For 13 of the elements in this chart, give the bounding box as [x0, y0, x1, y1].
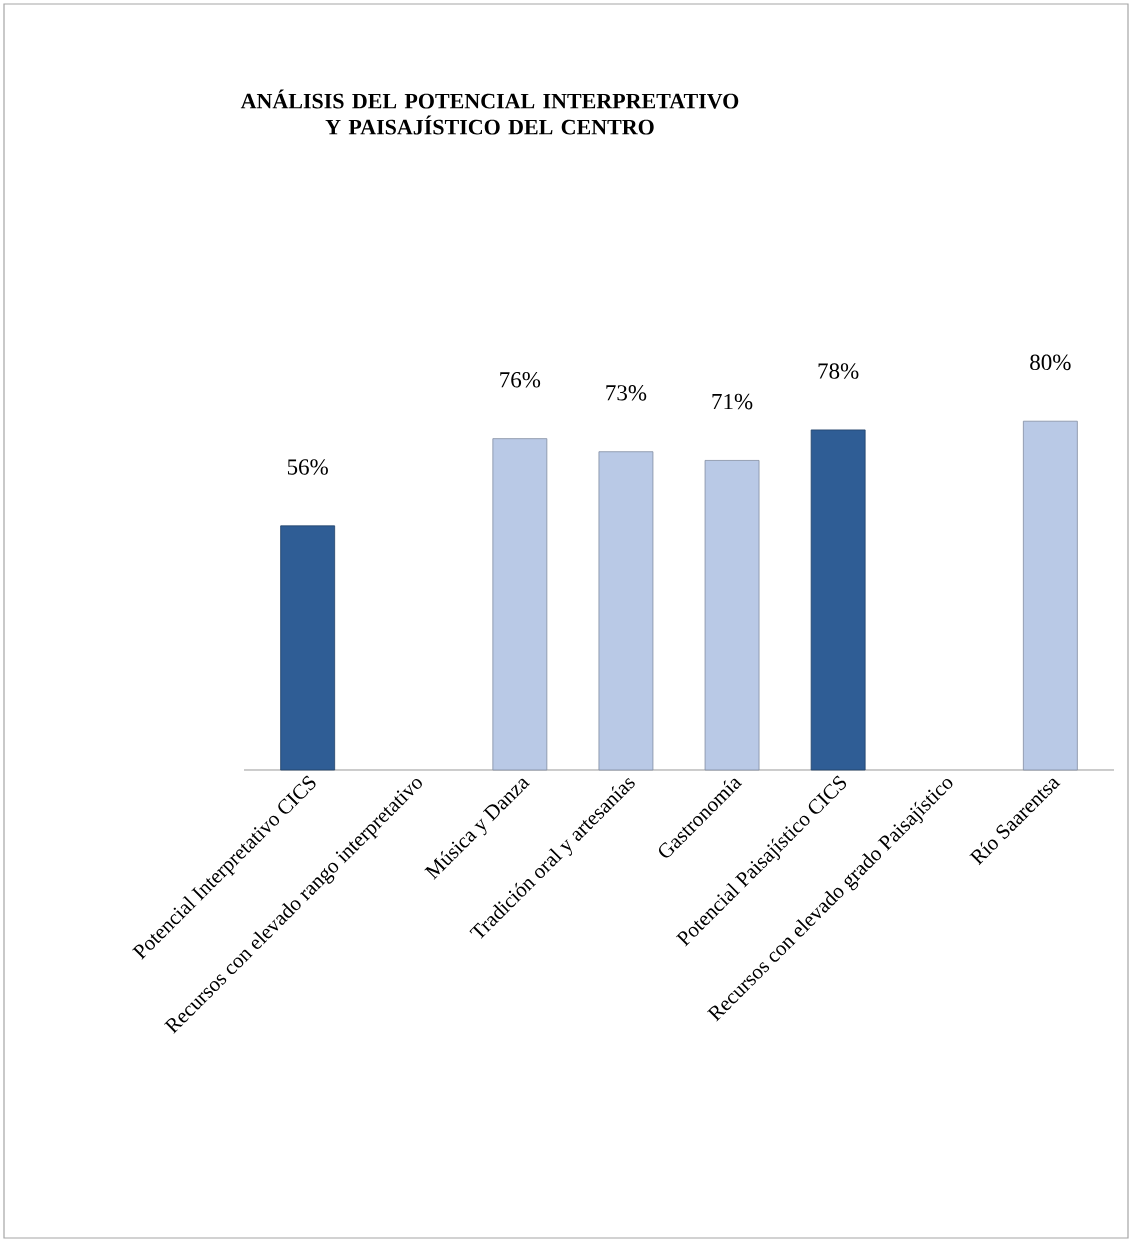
data-label: 73% [606, 385, 647, 401]
bar [704, 460, 760, 771]
bar [492, 438, 548, 771]
chart-title: ANÁLISIS DEL POTENCIAL INTERPRETATIVO Y PAISAJÍSTICO DEL CENTRO [240, 89, 739, 135]
data-label: 71% [712, 393, 753, 410]
bar [598, 451, 654, 771]
bar [280, 525, 336, 771]
bar [1022, 420, 1078, 771]
data-label: 56% [287, 459, 328, 475]
data-label: 80% [1030, 354, 1071, 371]
data-label: 78% [818, 363, 859, 379]
bar [810, 429, 866, 771]
data-label: 76% [500, 371, 541, 388]
